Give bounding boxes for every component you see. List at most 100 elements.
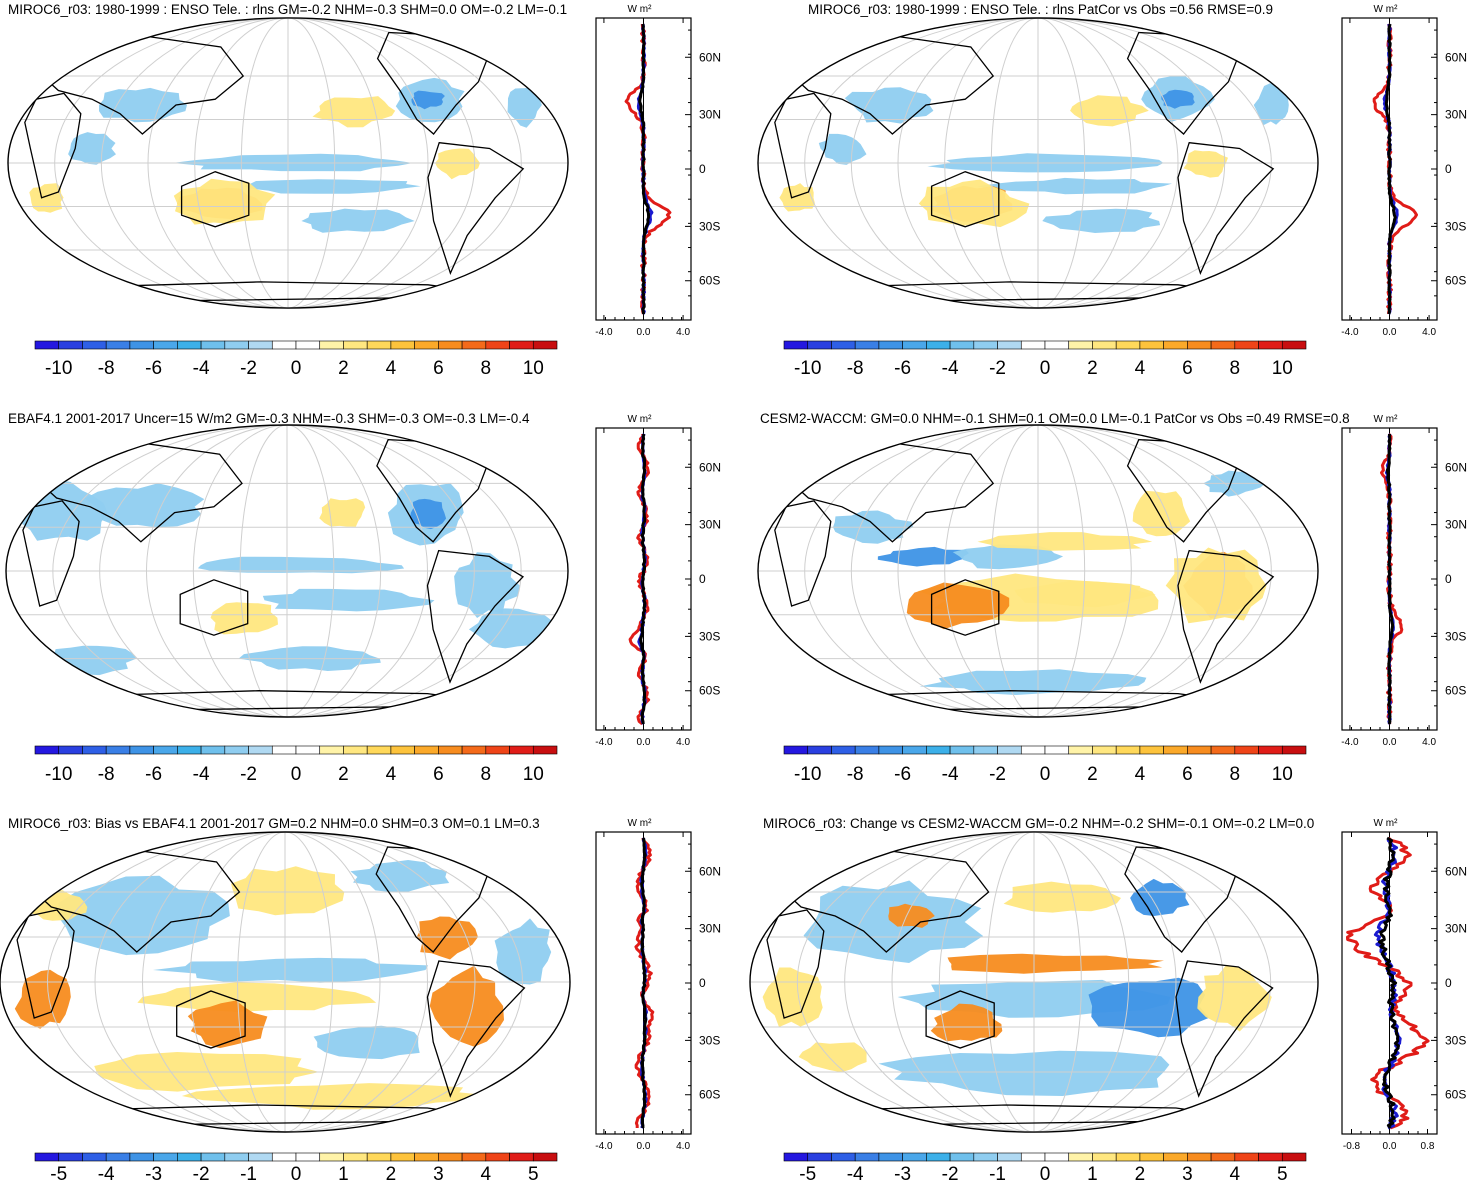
- colorbar-cell: [366, 1152, 392, 1162]
- colorbar-cell: [807, 745, 832, 755]
- colorbar-cell: [461, 745, 487, 755]
- colorbar-cell: [248, 1152, 273, 1162]
- colorbar-cell: [105, 745, 131, 755]
- anomaly-region: [1070, 95, 1149, 127]
- coastline: [22, 500, 80, 607]
- colorbar-cell: [807, 1152, 832, 1162]
- colorbar-cell: [854, 340, 880, 350]
- colorbar-cell: [1163, 745, 1188, 755]
- series-line-black: [1385, 433, 1395, 725]
- colorbar-tick-label: -3: [145, 1164, 162, 1185]
- colorbar-cell: [248, 340, 273, 350]
- colorbar-cell: [1068, 745, 1093, 755]
- units-label: W m²: [1374, 818, 1399, 829]
- colorbar-cell: [390, 340, 415, 350]
- coastline: [426, 549, 525, 684]
- lat-tick-label: 30S: [1445, 219, 1466, 233]
- colorbar-cell: [1258, 745, 1283, 755]
- latitude-profile: -0.8 0.0 0.8 60N 30N 0 30S 60S W m²: [1341, 818, 1467, 1152]
- colorbar-tick-label: 6: [1182, 358, 1193, 379]
- units-label: W m²: [628, 4, 653, 15]
- colorbar-tick-label: -6: [894, 764, 911, 785]
- lat-tick-label: 30S: [699, 629, 720, 643]
- colorbar-cell: [902, 745, 927, 755]
- coastline: [785, 31, 995, 135]
- colorbar-cell: [532, 340, 558, 350]
- colorbar-cell: [1020, 1152, 1046, 1162]
- colorbar-tick-label: 2: [1135, 1164, 1146, 1185]
- colorbar-tick-label: -2: [989, 764, 1006, 785]
- colorbar-cell: [1258, 1152, 1283, 1162]
- x-tick-label: 0.0: [637, 737, 651, 748]
- panel-title: MIROC6_r03: Change vs CESM2-WACCM GM=-0.…: [763, 816, 1315, 831]
- colorbar-cell: [1139, 1152, 1164, 1162]
- map-field: [758, 425, 1318, 717]
- anomaly-region: [350, 860, 450, 892]
- colorbar-cell: [949, 340, 975, 350]
- colorbar-cell: [82, 745, 107, 755]
- panel-title: MIROC6_r03: 1980-1999 : ENSO Tele. : rln…: [8, 2, 568, 17]
- coastline: [176, 990, 246, 1049]
- colorbar-tick-label: -10: [794, 764, 821, 785]
- anomaly-region: [930, 1003, 1003, 1042]
- colorbar-cell: [997, 1152, 1022, 1162]
- anomaly-region: [1003, 881, 1121, 913]
- x-tick-label: -4.0: [1341, 737, 1359, 748]
- colorbar-cell: [1115, 340, 1141, 350]
- colorbar-cell: [1044, 745, 1070, 755]
- colorbar-tick-label: 2: [386, 1164, 397, 1185]
- colorbar-cell: [902, 340, 927, 350]
- colorbar-cell: [926, 340, 951, 350]
- colorbar-cell: [783, 745, 809, 755]
- lat-tick-label: 30N: [1445, 108, 1467, 122]
- map-field: [7, 17, 568, 309]
- colorbar-tick-label: 2: [338, 358, 349, 379]
- colorbar-cell: [58, 1152, 83, 1162]
- coastline: [427, 141, 525, 276]
- colorbar-cell: [105, 340, 131, 350]
- colorbar-tick-label: 8: [1230, 358, 1241, 379]
- colorbar-cell: [1163, 340, 1188, 350]
- colorbar-cell: [224, 745, 249, 755]
- latitude-profile: -4.0 0.0 4.0 60N 30N 0 30S 60S W m²: [595, 4, 721, 338]
- colorbar-cell: [295, 745, 321, 755]
- colorbar-tick-label: -4: [942, 358, 959, 379]
- colorbar-cell: [997, 340, 1022, 350]
- lat-tick-label: 30N: [699, 518, 721, 532]
- colorbar-cell: [485, 340, 510, 350]
- x-tick-label: -0.8: [1343, 1141, 1361, 1152]
- colorbar-cell: [343, 745, 368, 755]
- colorbar-cell: [153, 340, 178, 350]
- anomaly-region: [137, 982, 377, 1012]
- map-border: [5, 424, 569, 718]
- colorbar-tick-label: 4: [386, 764, 397, 785]
- lat-tick-label: 30N: [1445, 922, 1467, 936]
- colorbar-cell: [1115, 745, 1141, 755]
- colorbar-tick-label: 0: [291, 764, 302, 785]
- colorbar-cell: [949, 1152, 975, 1162]
- anomaly-region: [977, 177, 1172, 195]
- units-label: W m²: [1374, 414, 1399, 425]
- colorbar-cell: [390, 745, 415, 755]
- colorbar-cell: [509, 1152, 534, 1162]
- colorbar-cell: [366, 340, 392, 350]
- colorbar-cell: [1163, 1152, 1188, 1162]
- panel-title: EBAF4.1 2001-2017 Uncer=15 W/m2 GM=-0.3 …: [8, 411, 530, 426]
- anomaly-region: [197, 556, 405, 574]
- colorbar-cell: [461, 1152, 487, 1162]
- anomaly-region: [187, 1000, 268, 1049]
- colorbar-tick-label: 2: [338, 764, 349, 785]
- map-border: [757, 17, 1319, 309]
- coastline: [774, 500, 832, 607]
- anomaly-region: [14, 969, 71, 1029]
- anomaly-region: [877, 546, 969, 567]
- anomaly-region: [507, 85, 542, 128]
- colorbar-tick-label: -10: [45, 358, 72, 379]
- colorbar-tick-label: 10: [523, 358, 544, 379]
- colorbar-tick-label: 6: [433, 764, 444, 785]
- lat-tick-label: 30N: [699, 108, 721, 122]
- colorbar-tick-label: 10: [523, 764, 544, 785]
- anomaly-region: [416, 916, 478, 960]
- anomaly-region: [1014, 581, 1156, 608]
- colorbar: -10 -8 -6 -4 -2 0 2 4 6 8 10: [783, 340, 1307, 379]
